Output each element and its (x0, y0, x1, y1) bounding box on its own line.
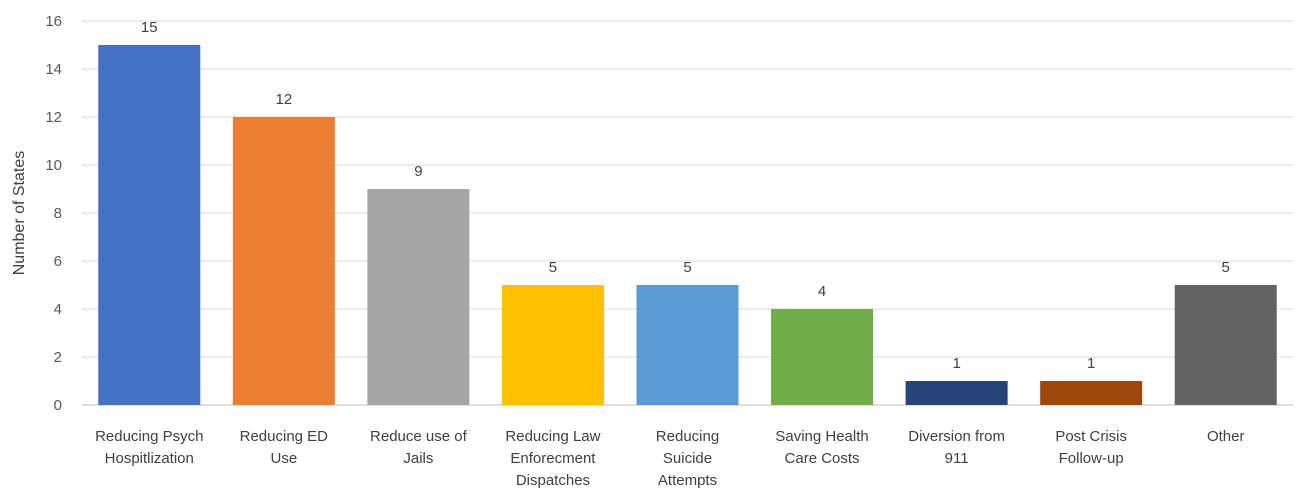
category-label: Reducing Psych Hospitlization (95, 428, 203, 467)
bars (98, 45, 1277, 405)
bar (1040, 381, 1143, 405)
category-label-line: Diversion from (908, 428, 1005, 445)
category-label: Other (1207, 428, 1245, 445)
bar (1174, 285, 1277, 405)
category-label-line: Reducing Law (505, 428, 600, 445)
x-axis-categories: Reducing Psych Hospitlization Reducing ED U… (95, 428, 1244, 489)
bar (771, 309, 874, 405)
data-label: 4 (818, 283, 826, 300)
y-tick-label: 10 (45, 157, 62, 174)
category-label: Saving Health Care Costs (775, 428, 868, 467)
data-label: 12 (275, 91, 292, 108)
category-label: Reduce use of Jails (370, 428, 468, 467)
y-tick-label: 2 (54, 349, 62, 366)
y-tick-label: 12 (45, 109, 62, 126)
y-tick-label: 14 (45, 61, 62, 78)
y-axis-title: Number of States (11, 151, 28, 276)
category-label: Reducing Suicide Attempts (656, 428, 719, 489)
category-label-line: Use (270, 450, 297, 467)
bar (98, 45, 201, 405)
category-label-line: Enforecment (510, 450, 596, 467)
y-axis-ticks: 0 2 4 6 8 10 12 14 16 (45, 13, 62, 414)
category-label-line: Follow-up (1059, 450, 1124, 467)
y-tick-label: 0 (54, 397, 62, 414)
category-label-line: Reduce use of (370, 428, 468, 445)
category-label: Reducing ED Use (240, 428, 329, 467)
data-label: 15 (141, 19, 158, 36)
data-label: 5 (683, 259, 691, 276)
category-label: Diversion from 911 (908, 428, 1005, 467)
category-label: Reducing Law Enforecment Dispatches (505, 428, 600, 489)
category-label-line: Reducing ED (240, 428, 329, 445)
category-label-line: Post Crisis (1055, 428, 1127, 445)
category-label-line: Dispatches (516, 472, 590, 489)
category-label-line: Reducing (656, 428, 719, 445)
bar (367, 189, 470, 405)
category-label-line: Hospitlization (105, 450, 194, 467)
y-tick-label: 4 (54, 301, 62, 318)
category-label-line: Care Costs (785, 450, 860, 467)
y-tick-label: 16 (45, 13, 62, 30)
category-label-line: 911 (945, 450, 969, 467)
y-tick-label: 8 (54, 205, 62, 222)
bar (905, 381, 1008, 405)
data-label: 5 (549, 259, 557, 276)
category-label-line: Reducing Psych (95, 428, 203, 445)
category-label-line: Jails (403, 450, 433, 467)
data-label: 1 (952, 355, 960, 372)
category-label-line: Suicide (663, 450, 712, 467)
bar (501, 285, 604, 405)
y-tick-label: 6 (54, 253, 62, 270)
bar (232, 117, 335, 405)
category-label-line: Attempts (658, 472, 717, 489)
category-label-line: Other (1207, 428, 1245, 445)
data-label: 1 (1087, 355, 1095, 372)
category-label: Post Crisis Follow-up (1055, 428, 1127, 467)
bar (636, 285, 739, 405)
data-label: 5 (1222, 259, 1230, 276)
category-label-line: Saving Health (775, 428, 868, 445)
data-label: 9 (414, 163, 422, 180)
